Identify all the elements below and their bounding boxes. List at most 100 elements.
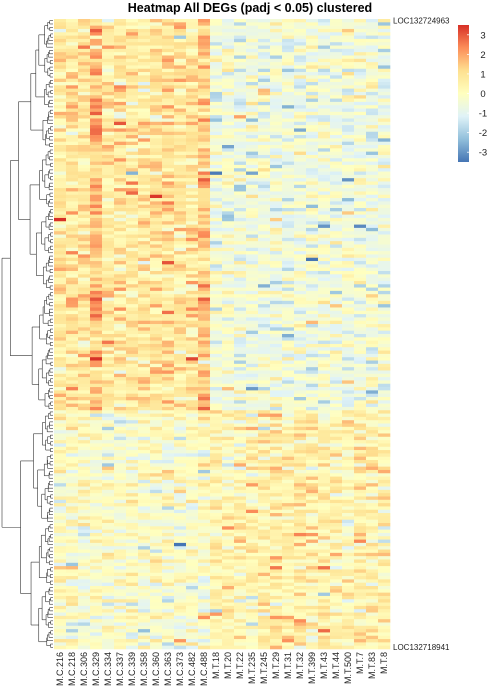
heatmap-cell [102,191,115,196]
heatmap-cell [318,161,331,166]
heatmap-cell [210,191,223,196]
heatmap-cell [354,267,367,272]
heatmap-cell [294,171,307,176]
heatmap-cell [366,516,379,520]
heatmap-cell [318,406,331,411]
heatmap-cell [294,72,307,76]
heatmap-cell [318,486,331,491]
heatmap-cell [234,523,247,527]
heatmap-cell [270,523,283,527]
heatmap-cell [174,503,187,507]
heatmap-cell [294,496,307,501]
heatmap-cell [174,420,187,424]
heatmap-cell [282,241,295,245]
heatmap-cell [102,317,115,322]
heatmap-cell [174,387,187,391]
heatmap-cell [66,38,79,43]
heatmap-cell [342,383,355,388]
heatmap-cell [294,214,307,219]
heatmap-cell [282,473,295,477]
heatmap-cell [282,244,295,249]
heatmap-cell [126,496,139,501]
heatmap-cell [162,343,175,348]
heatmap-cell [318,347,331,351]
heatmap-cell [162,393,175,398]
heatmap-cell [294,476,307,481]
heatmap-cell [342,503,355,507]
heatmap-cell [354,456,367,461]
heatmap-cell [198,387,211,391]
heatmap-cell [210,221,223,225]
heatmap-cell [150,513,163,517]
heatmap-cell [306,198,319,202]
heatmap-cell [282,208,295,212]
heatmap-cell [174,410,187,414]
heatmap-cell [162,68,175,73]
heatmap-cell [66,62,79,66]
heatmap-cell [90,357,103,361]
heatmap-cell [66,287,79,292]
heatmap-cell [210,469,223,474]
heatmap-cell [246,115,259,119]
heatmap-cell [150,95,163,99]
heatmap-cell [198,181,211,186]
heatmap-cell [222,290,235,295]
heatmap-cell [366,251,379,255]
heatmap-cell [282,450,295,454]
heatmap-cell [210,204,223,209]
heatmap-cell [66,420,79,424]
heatmap-cell [210,486,223,491]
heatmap-cell [258,211,271,215]
heatmap-cell [366,436,379,441]
heatmap-cell [354,307,367,312]
heatmap-cell [162,105,175,109]
heatmap-cell [102,211,115,215]
heatmap-cell [114,184,127,189]
heatmap-cell [150,131,163,136]
heatmap-cell [138,68,151,73]
heatmap-cell [270,221,283,225]
heatmap-cell [78,251,91,255]
heatmap-cell [354,373,367,378]
heatmap-cell [378,224,391,229]
heatmap-cell [294,145,307,149]
heatmap-cell [114,460,127,464]
heatmap-cell [282,387,295,391]
heatmap-cell [318,55,331,60]
heatmap-cell [378,334,391,338]
heatmap-cell [90,151,103,156]
heatmap-cell [138,363,151,368]
heatmap-cell [210,231,223,235]
heatmap-cell [138,271,151,275]
heatmap-cell [366,420,379,424]
heatmap-cell [162,267,175,272]
heatmap-cell [246,410,259,414]
heatmap-cell [210,247,223,252]
heatmap-cell [270,48,283,53]
heatmap-cell [282,377,295,381]
heatmap-cell [174,105,187,109]
heatmap-cell [174,377,187,381]
heatmap-cell [126,198,139,202]
heatmap-cell [234,466,247,471]
heatmap-cell [138,516,151,520]
heatmap-cell [306,397,319,401]
heatmap-cell [258,25,271,30]
heatmap-cell [258,499,271,504]
heatmap-cell [378,148,391,152]
heatmap-cell [150,300,163,305]
heatmap-cell [330,486,343,491]
heatmap-cell [78,476,91,481]
heatmap-cell [246,231,259,235]
heatmap-cell [306,98,319,103]
heatmap-cell [354,300,367,305]
heatmap-cell [126,211,139,215]
heatmap-cell [294,367,307,371]
heatmap-cell [294,304,307,308]
heatmap-cell [102,493,115,497]
heatmap-cell [318,387,331,391]
heatmap-cell [330,519,343,524]
heatmap-cell [306,58,319,63]
heatmap-cell [54,350,67,355]
heatmap-cell [318,105,331,109]
